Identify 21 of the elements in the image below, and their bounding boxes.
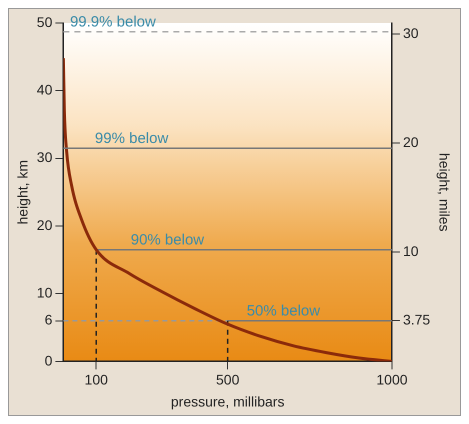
annotation: 99% below [94, 130, 168, 147]
y-tick-label: 10 [36, 284, 53, 301]
y2-axis-title: height, miles [436, 152, 453, 232]
x-tick-label: 500 [216, 372, 240, 388]
y2-tick-label: 10 [402, 243, 419, 260]
x-tick-label: 1000 [376, 372, 408, 388]
y-axis-title: height, km [14, 160, 30, 224]
annotation: 99.9% below [70, 13, 156, 30]
y2-tick-label: 20 [402, 134, 419, 150]
x-tick-label: 100 [84, 372, 108, 388]
y2-tick-label: 30 [402, 24, 419, 41]
y2-tick-label: 3.75 [402, 311, 430, 328]
y-tick-label: 40 [36, 82, 53, 98]
y-tick-label: 20 [36, 216, 53, 233]
y-tick-label: 50 [36, 14, 53, 30]
x-axis-title: pressure, millibars [170, 393, 284, 410]
annotation: 50% below [246, 302, 320, 320]
y-tick-label: 6 [44, 312, 53, 328]
annotation: 90% below [130, 231, 204, 248]
y-tick-label: 0 [44, 352, 53, 368]
y-tick-label: 30 [36, 149, 53, 166]
